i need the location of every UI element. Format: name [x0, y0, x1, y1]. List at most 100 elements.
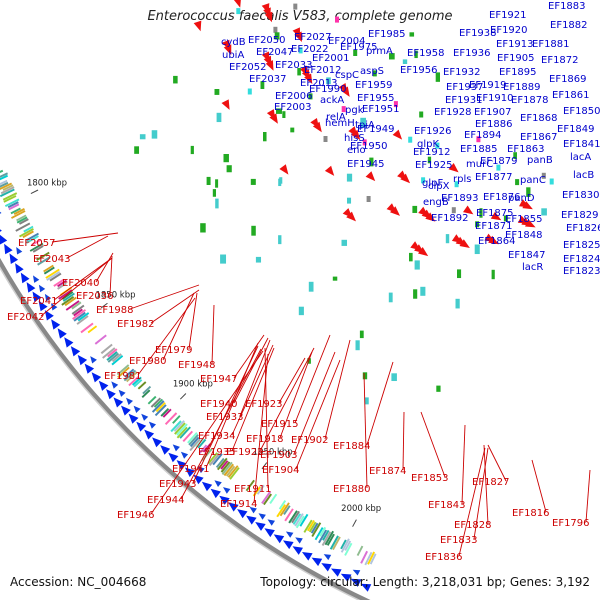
forward-gene-label: EF1855: [505, 214, 543, 225]
forward-gene-label: EF1824: [563, 254, 600, 265]
cog-category-block: [102, 347, 116, 359]
reverse-gene-arrow: [301, 69, 311, 81]
feature-marker: [457, 269, 462, 279]
cog-category-block: [132, 376, 142, 386]
cog-category-block: [356, 545, 364, 556]
forward-gene-label: clpX: [428, 181, 450, 192]
forward-gene-label: EF1868: [520, 113, 558, 124]
feature-marker: [413, 289, 418, 299]
cog-category-block: [71, 301, 82, 310]
feature-marker: [549, 178, 554, 185]
callout-layer: [40, 232, 591, 557]
cog-category-block: [37, 256, 50, 266]
forward-gene-label: EF1938: [459, 28, 497, 39]
forward-gene-label: EF1876: [483, 192, 521, 203]
forward-gene-label: tpiA: [355, 120, 375, 131]
map-title: Enterococcus faecalis V583, complete gen…: [147, 9, 453, 24]
forward-gene-arrow: [302, 552, 313, 561]
cog-category-block: [133, 379, 143, 388]
cog-category-block: [13, 208, 25, 215]
forward-gene-arrow: [38, 284, 46, 293]
reverse-gene-arrow: [261, 3, 270, 14]
forward-gene-label: EF2012: [304, 65, 342, 76]
cog-category-block: [154, 404, 167, 417]
forward-gene-label: EF2050: [248, 35, 286, 46]
forward-gene-label: EF1926: [414, 126, 452, 137]
feature-marker: [435, 142, 440, 149]
cog-category-block: [294, 513, 304, 527]
reverse-gene-arrow: [222, 39, 230, 51]
cog-category-block: [369, 553, 377, 565]
genes-value: 3,192: [555, 575, 590, 589]
forward-gene-label: EF1893: [441, 193, 479, 204]
reverse-gene-label: EF2041: [20, 296, 58, 307]
cog-category-block: [62, 292, 75, 302]
forward-gene-label: EF1826: [566, 223, 600, 234]
forward-gene-arrow: [201, 481, 213, 492]
forward-gene-arrow: [90, 356, 97, 364]
cog-category-block: [142, 385, 152, 395]
feature-marker: [409, 32, 415, 37]
cog-category-block: [8, 203, 20, 211]
forward-gene-label: ackA: [320, 95, 344, 106]
forward-gene-arrow: [323, 554, 332, 561]
cog-category-block: [107, 352, 120, 363]
forward-gene-label: eno: [347, 145, 366, 156]
forward-gene-label: EF1841: [563, 139, 600, 150]
forward-gene-arrow: [331, 568, 342, 577]
cog-category-block: [64, 296, 77, 307]
reverse-gene-label: EF1980: [129, 356, 167, 367]
forward-gene-arrow: [51, 303, 58, 311]
cog-category-block: [7, 201, 19, 209]
cog-category-block: [319, 526, 327, 537]
forward-gene-label: lacA: [570, 152, 591, 163]
cog-category-block: [321, 531, 332, 546]
feature-marker: [290, 127, 295, 133]
forward-gene-arrow: [292, 546, 303, 555]
forward-gene-arrow: [264, 528, 275, 538]
reverse-gene-arrow: [490, 211, 502, 221]
feature-layer: [0, 0, 554, 592]
forward-gene-arrow: [84, 363, 95, 374]
feature-marker: [274, 32, 280, 40]
cog-category-block: [245, 479, 255, 492]
forward-gene-label: EF1925: [415, 160, 453, 171]
forward-gene-label: EF1975: [340, 42, 378, 53]
cog-category-block: [179, 426, 191, 439]
forward-gene-arrow: [180, 451, 189, 459]
feature-marker: [335, 16, 339, 23]
feature-marker: [273, 26, 278, 33]
forward-gene-label: EF1895: [499, 67, 537, 78]
cog-category-block: [16, 216, 28, 224]
feature-marker: [369, 157, 374, 167]
cog-category-block: [340, 538, 350, 553]
forward-gene-arrow: [51, 319, 61, 330]
reverse-gene-arrow: [348, 126, 358, 137]
reverse-gene-label: EF2040: [62, 278, 100, 289]
reverse-gene-arrow: [448, 163, 459, 173]
cog-category-block: [2, 192, 18, 201]
forward-gene-arrow: [285, 531, 294, 538]
feature-marker: [359, 330, 364, 339]
feature-marker: [214, 89, 220, 95]
feature-marker: [420, 286, 426, 296]
cog-category-block: [29, 242, 44, 252]
cog-category-block: [197, 438, 207, 449]
forward-gene-label: EF1937: [446, 82, 484, 93]
reverse-gene-arrow: [269, 113, 278, 124]
cog-category-block: [308, 521, 317, 533]
reverse-gene-arrow: [517, 215, 529, 224]
cog-category-block: [212, 453, 223, 466]
forward-gene-arrow: [267, 519, 275, 526]
feature-marker: [298, 306, 304, 316]
reverse-gene-label: EF1827: [472, 477, 510, 488]
feature-marker: [226, 165, 232, 173]
forward-gene-label: EF1956: [400, 65, 438, 76]
reverse-gene-label: EF1836: [425, 552, 463, 563]
forward-gene-arrow: [106, 389, 116, 400]
forward-gene-label: EF1950: [350, 141, 388, 152]
forward-gene-label: EF2027: [294, 32, 332, 43]
cog-category-block: [176, 426, 188, 439]
cog-category-block: [43, 264, 54, 273]
reverse-gene-leader: [192, 345, 259, 484]
